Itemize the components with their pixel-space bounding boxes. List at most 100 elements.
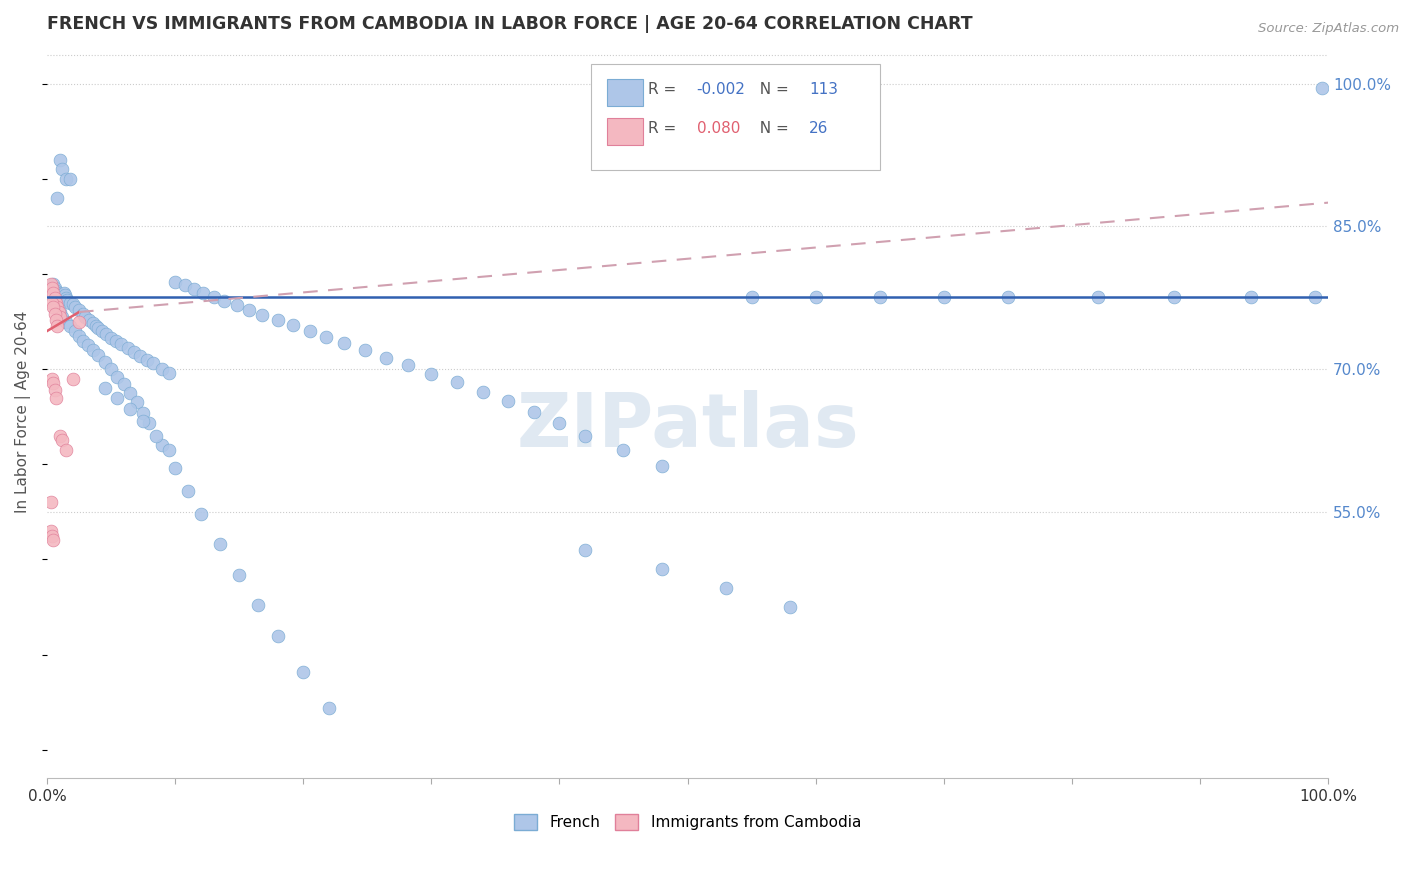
Point [49, 290, 72, 304]
FancyBboxPatch shape [607, 118, 643, 145]
Point [46, 301, 69, 315]
Point [41, 528, 63, 542]
Point [55, 172, 77, 186]
Point [174, 278, 197, 293]
Point [202, 290, 225, 304]
Point [72, 334, 94, 348]
Point [46, 286, 69, 301]
Point [77, 338, 100, 352]
Point [1087, 290, 1109, 304]
Point [48, 288, 70, 302]
Point [138, 417, 160, 431]
Point [39, 495, 62, 509]
Point [44, 383, 66, 397]
Point [612, 442, 634, 457]
Point [110, 337, 132, 351]
Point [45, 284, 67, 298]
FancyBboxPatch shape [592, 64, 880, 170]
Point [142, 356, 165, 370]
Point [228, 567, 250, 582]
Point [132, 406, 155, 420]
Point [112, 377, 135, 392]
Point [471, 384, 494, 399]
Point [44, 307, 66, 321]
Point [87, 348, 110, 362]
Point [42, 286, 65, 301]
Point [120, 402, 142, 417]
Point [72, 307, 94, 321]
Point [39, 524, 62, 538]
Point [157, 442, 180, 457]
Point [177, 483, 200, 498]
Point [67, 314, 90, 328]
Point [82, 343, 104, 357]
Text: 26: 26 [810, 121, 828, 136]
Point [183, 282, 205, 296]
Point [125, 395, 148, 409]
Point [120, 385, 142, 400]
Point [59, 319, 82, 334]
Point [49, 291, 72, 305]
Point [129, 349, 152, 363]
Point [741, 290, 763, 304]
Point [41, 371, 63, 385]
Point [266, 312, 288, 326]
Point [208, 537, 231, 551]
Point [63, 324, 86, 338]
Point [44, 291, 66, 305]
Point [132, 414, 155, 428]
Point [46, 319, 69, 334]
Point [1240, 290, 1263, 304]
Point [135, 352, 157, 367]
Point [67, 303, 90, 318]
FancyBboxPatch shape [607, 79, 643, 106]
Point [48, 305, 70, 319]
Point [107, 391, 129, 405]
Point [420, 367, 443, 381]
Point [375, 351, 398, 365]
Legend: French, Immigrants from Cambodia: French, Immigrants from Cambodia [508, 808, 868, 837]
Point [42, 533, 65, 548]
Point [250, 308, 273, 322]
Point [150, 438, 173, 452]
Point [93, 381, 115, 395]
Point [496, 394, 519, 409]
Point [266, 628, 288, 642]
Point [193, 286, 215, 301]
Text: R =: R = [648, 121, 681, 136]
Point [165, 461, 187, 475]
Y-axis label: In Labor Force | Age 20-64: In Labor Force | Age 20-64 [15, 310, 31, 513]
Point [105, 334, 128, 348]
Point [55, 314, 77, 328]
Point [52, 286, 75, 301]
Point [44, 281, 66, 295]
Text: 113: 113 [810, 82, 838, 97]
Point [145, 428, 167, 442]
Point [779, 599, 801, 614]
Point [45, 312, 67, 326]
Point [298, 324, 321, 338]
Point [49, 153, 72, 167]
Point [82, 317, 104, 331]
Point [75, 310, 97, 324]
Point [91, 324, 114, 338]
Point [63, 301, 86, 315]
Point [238, 303, 260, 318]
Point [62, 297, 84, 311]
Point [651, 459, 673, 474]
Point [651, 562, 673, 576]
Text: R =: R = [648, 82, 681, 97]
Point [42, 277, 65, 291]
Point [49, 310, 72, 324]
Point [281, 318, 304, 333]
Point [100, 362, 122, 376]
Point [212, 293, 235, 308]
Point [62, 371, 84, 385]
Point [56, 293, 79, 307]
Point [165, 275, 187, 289]
Text: -0.002: -0.002 [696, 82, 745, 97]
Point [84, 319, 107, 334]
Text: N =: N = [751, 121, 794, 136]
Point [353, 343, 375, 357]
Point [93, 354, 115, 368]
